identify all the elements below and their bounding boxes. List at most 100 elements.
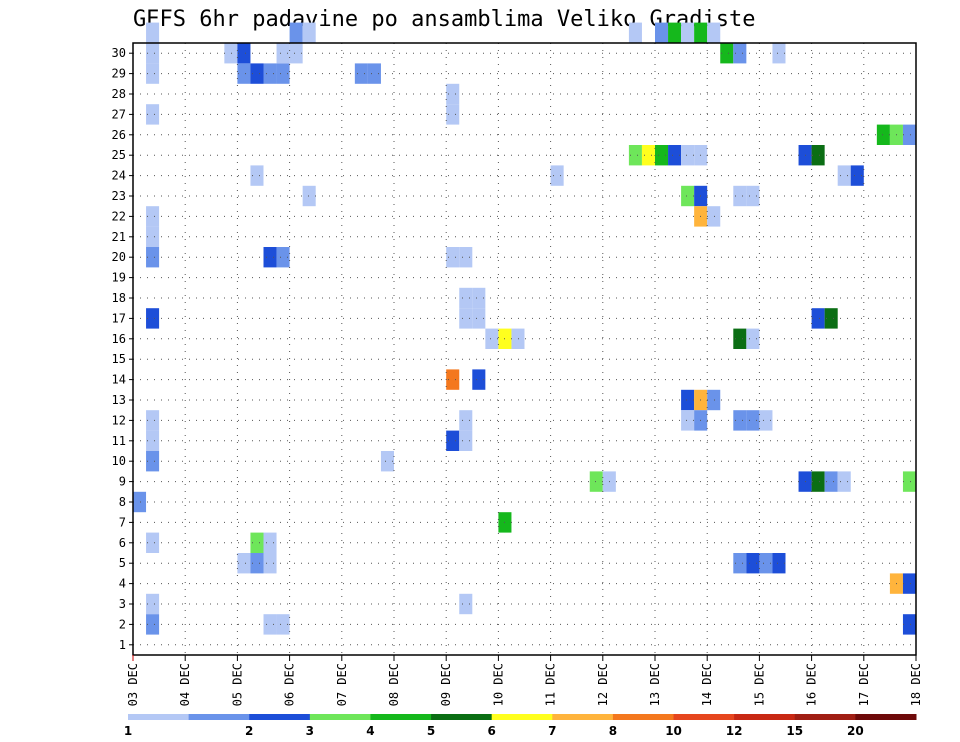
precip-cell: [263, 553, 277, 574]
precip-cell: [511, 328, 525, 349]
y-tick-label: 13: [112, 393, 126, 407]
precip-cell: [146, 451, 160, 472]
precip-cell: [902, 573, 916, 594]
precip-cell: [250, 553, 264, 574]
precip-cell: [146, 410, 160, 431]
x-tick-label: 04 DEC: [178, 663, 192, 706]
precip-cell: [681, 185, 695, 207]
precip-cell: [146, 593, 160, 615]
precip-cell: [733, 553, 747, 574]
plot-frame: [132, 42, 917, 656]
precip-cell: [263, 247, 277, 268]
y-tick-label: 3: [119, 597, 126, 611]
colorbar-label: 12: [726, 724, 743, 738]
colorbar-segment: [249, 714, 311, 720]
precip-cell: [746, 328, 760, 349]
x-axis-ticks: 03 DEC 04 DEC 05 DEC 06 DEC 07 DEC 08 DEC 09 D…: [126, 655, 923, 706]
precip-cell: [146, 22, 160, 43]
precip-cell: [681, 389, 695, 411]
precip-cell: [146, 308, 160, 329]
y-tick-label: 1: [119, 638, 126, 652]
precip-cell: [824, 308, 838, 329]
y-tick-label: 15: [112, 352, 126, 366]
x-tick-label: 17 DEC: [857, 663, 871, 706]
precip-cell: [146, 614, 160, 635]
colorbar-label: 1: [124, 724, 132, 738]
precip-cell: [681, 410, 695, 431]
y-tick-label: 6: [119, 536, 126, 550]
precip-cell: [733, 43, 747, 64]
precip-cell: [668, 22, 682, 43]
precip-cell: [902, 614, 916, 635]
precip-cell: [446, 104, 460, 125]
y-tick-label: 21: [112, 230, 126, 244]
precip-cell: [811, 471, 825, 492]
precip-cell: [302, 185, 316, 207]
precip-cell: [746, 553, 760, 574]
colorbar-segment: [612, 714, 675, 720]
y-tick-label: 10: [112, 454, 126, 468]
precip-cell: [746, 410, 760, 431]
colorbar-segment: [794, 714, 856, 720]
colorbar-segment: [370, 714, 432, 720]
y-tick-label: 8: [119, 495, 126, 509]
colorbar-segment: [734, 714, 796, 720]
y-axis-ticks: 1234567891011121314151617181920212223242…: [112, 46, 133, 652]
y-tick-label: 24: [112, 169, 126, 183]
precip-cell: [446, 430, 460, 451]
precip-cell: [263, 532, 277, 553]
precip-cell: [276, 63, 290, 84]
precip-cell: [380, 451, 394, 472]
precip-cell: [446, 83, 460, 105]
y-tick-label: 22: [112, 209, 126, 223]
x-tick-label: 05 DEC: [230, 663, 244, 706]
y-tick-label: 30: [112, 46, 126, 60]
x-tick-label: 09 DEC: [439, 663, 453, 706]
colorbar-label: 3: [306, 724, 314, 738]
y-tick-label: 11: [112, 434, 126, 448]
precip-cell: [250, 532, 264, 553]
precip-cell: [263, 614, 277, 635]
colorbar-segment: [128, 714, 190, 720]
x-tick-label: 11 DEC: [544, 663, 558, 706]
precip-cell: [668, 145, 682, 166]
precip-cell: [224, 43, 238, 64]
precip-cell: [811, 145, 825, 166]
chart-title: GEFS 6hr padavine po ansamblima Veliko G…: [133, 7, 756, 32]
colorbar-segment: [188, 714, 250, 720]
precip-cell: [237, 63, 251, 84]
y-tick-label: 23: [112, 189, 126, 203]
precip-cell: [459, 410, 473, 431]
precip-cell: [759, 410, 773, 431]
x-tick-label: 10 DEC: [491, 663, 505, 706]
precip-cell: [472, 369, 486, 390]
y-tick-label: 7: [119, 515, 126, 529]
precip-cell: [876, 124, 890, 145]
precip-cell: [824, 471, 838, 492]
precip-cell: [837, 165, 851, 186]
precip-cell: [459, 593, 473, 615]
y-tick-label: 16: [112, 332, 126, 346]
precip-cell: [850, 165, 864, 186]
x-tick-label: 12 DEC: [596, 663, 610, 706]
y-tick-label: 19: [112, 271, 126, 285]
x-tick-label: 07 DEC: [335, 663, 349, 706]
precip-cell: [472, 287, 486, 309]
precip-cell: [250, 165, 264, 186]
y-tick-label: 20: [112, 250, 126, 264]
colorbar-label: 2: [245, 724, 253, 738]
precip-cell: [146, 104, 160, 125]
y-tick-label: 18: [112, 291, 126, 305]
precip-cells: [133, 22, 916, 635]
precip-cell: [289, 22, 303, 43]
precip-cell: [837, 471, 851, 492]
precip-cell: [354, 63, 368, 84]
precip-cell: [707, 389, 721, 411]
precip-cell: [707, 206, 721, 227]
x-tick-label: 13 DEC: [648, 663, 662, 706]
x-tick-label: 16 DEC: [805, 663, 819, 706]
precip-cell: [302, 22, 316, 43]
precip-cell: [446, 247, 460, 268]
colorbar-segment: [855, 714, 917, 720]
